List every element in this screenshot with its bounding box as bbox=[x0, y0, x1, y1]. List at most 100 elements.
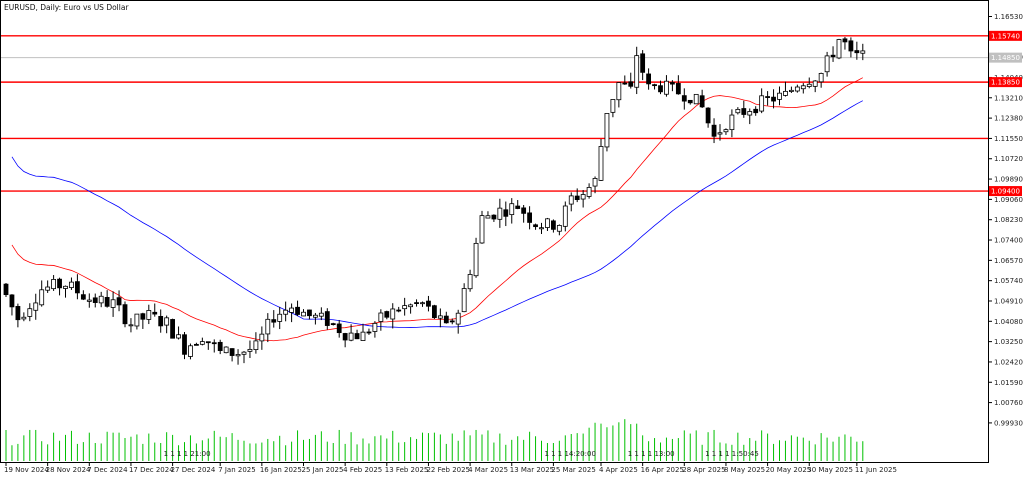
candle[interactable] bbox=[402, 297, 408, 316]
candle[interactable] bbox=[568, 192, 574, 212]
candle[interactable] bbox=[140, 312, 146, 329]
candle[interactable] bbox=[687, 99, 693, 105]
candle[interactable] bbox=[408, 303, 414, 314]
candle[interactable] bbox=[390, 303, 396, 329]
candle[interactable] bbox=[15, 303, 21, 328]
candle[interactable] bbox=[527, 206, 532, 230]
candle[interactable] bbox=[836, 38, 842, 60]
candle[interactable] bbox=[562, 201, 568, 232]
candle[interactable] bbox=[437, 308, 443, 328]
candle[interactable] bbox=[354, 329, 360, 340]
candle[interactable] bbox=[539, 222, 544, 235]
candle[interactable] bbox=[396, 306, 402, 313]
candle[interactable] bbox=[324, 308, 330, 330]
candle[interactable] bbox=[806, 77, 812, 89]
candle[interactable] bbox=[152, 303, 158, 317]
candle[interactable] bbox=[384, 310, 390, 320]
candle[interactable] bbox=[646, 68, 651, 90]
candle[interactable] bbox=[366, 328, 372, 335]
candle[interactable] bbox=[33, 293, 39, 320]
candle[interactable] bbox=[509, 198, 515, 224]
candle[interactable] bbox=[842, 36, 848, 50]
candle[interactable] bbox=[693, 93, 699, 105]
candle[interactable] bbox=[336, 320, 342, 338]
candle[interactable] bbox=[182, 332, 187, 360]
candle[interactable] bbox=[670, 80, 675, 92]
candle[interactable] bbox=[158, 309, 164, 333]
candle[interactable] bbox=[586, 183, 592, 199]
candle[interactable] bbox=[247, 340, 253, 359]
candle[interactable] bbox=[854, 41, 860, 60]
candle[interactable] bbox=[21, 312, 27, 322]
candle[interactable] bbox=[789, 86, 794, 93]
candle[interactable] bbox=[604, 113, 610, 152]
candle[interactable] bbox=[616, 82, 622, 108]
candle[interactable] bbox=[164, 315, 170, 334]
candle[interactable] bbox=[271, 310, 277, 328]
candle[interactable] bbox=[277, 306, 283, 330]
candle[interactable] bbox=[342, 332, 348, 348]
candle[interactable] bbox=[580, 190, 586, 208]
candle[interactable] bbox=[134, 313, 140, 330]
candle[interactable] bbox=[176, 326, 181, 340]
candle[interactable] bbox=[652, 83, 657, 90]
candle[interactable] bbox=[622, 75, 628, 85]
candle[interactable] bbox=[235, 349, 241, 365]
candle[interactable] bbox=[592, 176, 598, 194]
candle[interactable] bbox=[735, 107, 741, 115]
candle[interactable] bbox=[3, 283, 9, 298]
candle[interactable] bbox=[63, 285, 68, 298]
candle[interactable] bbox=[491, 214, 497, 222]
candle[interactable] bbox=[675, 75, 681, 95]
candle[interactable] bbox=[170, 318, 176, 339]
candle[interactable] bbox=[98, 291, 104, 308]
candle[interactable] bbox=[312, 312, 318, 325]
candle[interactable] bbox=[705, 107, 711, 128]
candle[interactable] bbox=[723, 128, 729, 135]
candle[interactable] bbox=[634, 46, 640, 95]
candle[interactable] bbox=[45, 280, 51, 293]
candle[interactable] bbox=[818, 72, 824, 88]
candle[interactable] bbox=[265, 313, 271, 343]
candle[interactable] bbox=[443, 311, 449, 324]
candle[interactable] bbox=[414, 299, 419, 307]
candle[interactable] bbox=[497, 198, 503, 228]
candle[interactable] bbox=[658, 80, 663, 95]
candle[interactable] bbox=[9, 294, 15, 316]
candle[interactable] bbox=[92, 293, 98, 308]
candle[interactable] bbox=[211, 339, 217, 353]
candle[interactable] bbox=[503, 201, 509, 227]
candle[interactable] bbox=[812, 80, 818, 93]
candle[interactable] bbox=[205, 341, 211, 350]
candle[interactable] bbox=[485, 211, 491, 219]
candle[interactable] bbox=[574, 188, 580, 203]
candle[interactable] bbox=[188, 343, 193, 360]
candle[interactable] bbox=[479, 210, 485, 244]
candle[interactable] bbox=[717, 124, 723, 141]
candle[interactable] bbox=[711, 118, 717, 144]
candle[interactable] bbox=[461, 283, 467, 313]
candle[interactable] bbox=[467, 269, 473, 292]
candle[interactable] bbox=[378, 309, 384, 331]
candle[interactable] bbox=[199, 337, 205, 346]
candle[interactable] bbox=[830, 46, 836, 62]
candle[interactable] bbox=[360, 323, 366, 341]
candle[interactable] bbox=[753, 106, 759, 116]
candle[interactable] bbox=[110, 291, 116, 317]
candle[interactable] bbox=[628, 72, 634, 89]
candle[interactable] bbox=[241, 350, 247, 364]
candle[interactable] bbox=[116, 290, 122, 312]
candle[interactable] bbox=[80, 290, 86, 301]
candle[interactable] bbox=[729, 109, 735, 138]
candle[interactable] bbox=[51, 275, 56, 291]
candle[interactable] bbox=[39, 280, 45, 307]
candle[interactable] bbox=[556, 224, 562, 236]
candle[interactable] bbox=[69, 277, 74, 290]
candle[interactable] bbox=[765, 91, 770, 106]
candle[interactable] bbox=[122, 301, 128, 328]
candle[interactable] bbox=[610, 99, 616, 118]
candle[interactable] bbox=[372, 321, 378, 338]
candle[interactable] bbox=[777, 86, 782, 106]
